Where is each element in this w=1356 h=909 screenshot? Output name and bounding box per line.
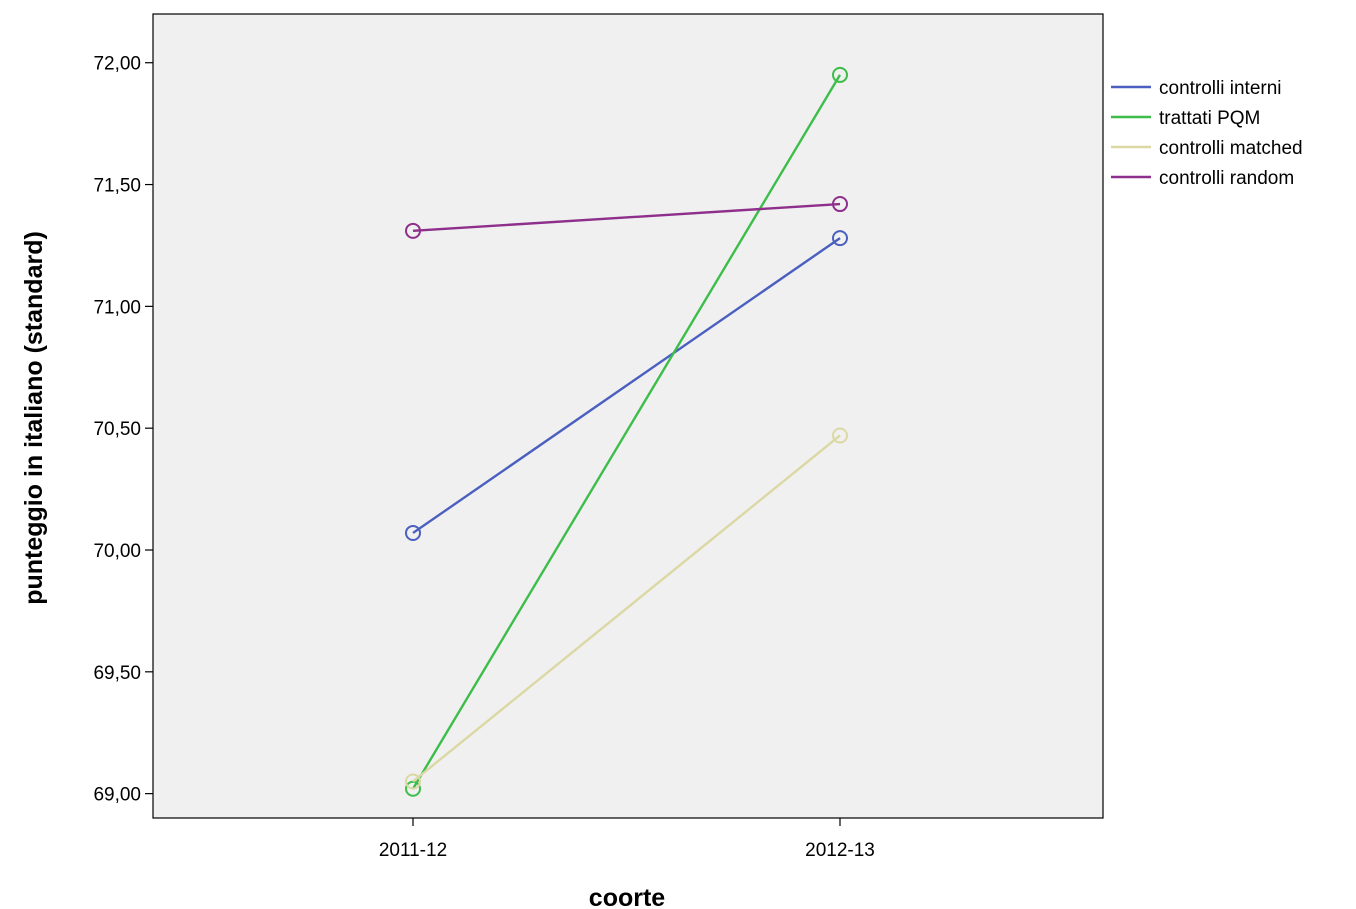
legend: controlli interni trattati PQM controlli m… [1111,78,1303,189]
legend-label: controlli matched [1159,138,1303,159]
y-tick-label: 70,00 [93,541,141,562]
y-tick-label: 72,00 [93,54,141,75]
series-layer [405,66,848,797]
series-controlli-matched [405,427,848,790]
data-point [405,780,421,797]
y-tick-label: 71,00 [93,297,141,318]
x-axis-title: coorte [589,884,666,909]
data-point [405,524,421,541]
data-point [832,230,848,247]
y-axis-title: punteggio in italiano (standard) [20,231,48,605]
series-controlli-interni [405,230,848,541]
plot-area [152,13,1104,819]
x-tick-label: 2011-12 [379,840,447,861]
y-tick-label: 70,50 [93,419,141,440]
y-tick-label: 69,00 [93,785,141,806]
data-point [405,773,421,790]
data-point [832,196,848,213]
series-line [412,434,841,783]
y-tick-label: 71,50 [93,176,141,197]
legend-label: trattati PQM [1159,108,1260,129]
legend-item: controlli random [1111,168,1294,189]
series-line [411,74,842,790]
x-axis: 2011-12 2012-13 [379,818,875,861]
x-tick-label: 2012-13 [805,840,875,861]
y-axis: 69,00 69,50 70,00 70,50 71,00 71,50 72,00 [93,54,153,806]
data-point [832,66,848,83]
series-trattati-pqm [405,66,848,797]
legend-item: controlli matched [1111,138,1303,159]
data-point [832,427,848,444]
series-line [412,202,841,233]
legend-label: controlli random [1159,168,1294,189]
legend-item: controlli interni [1111,78,1282,99]
series-line [412,237,841,534]
data-point [405,222,421,239]
y-tick-label: 69,50 [93,663,141,684]
legend-item: trattati PQM [1111,108,1260,129]
series-controlli-random [405,196,848,239]
legend-label: controlli interni [1159,78,1282,99]
